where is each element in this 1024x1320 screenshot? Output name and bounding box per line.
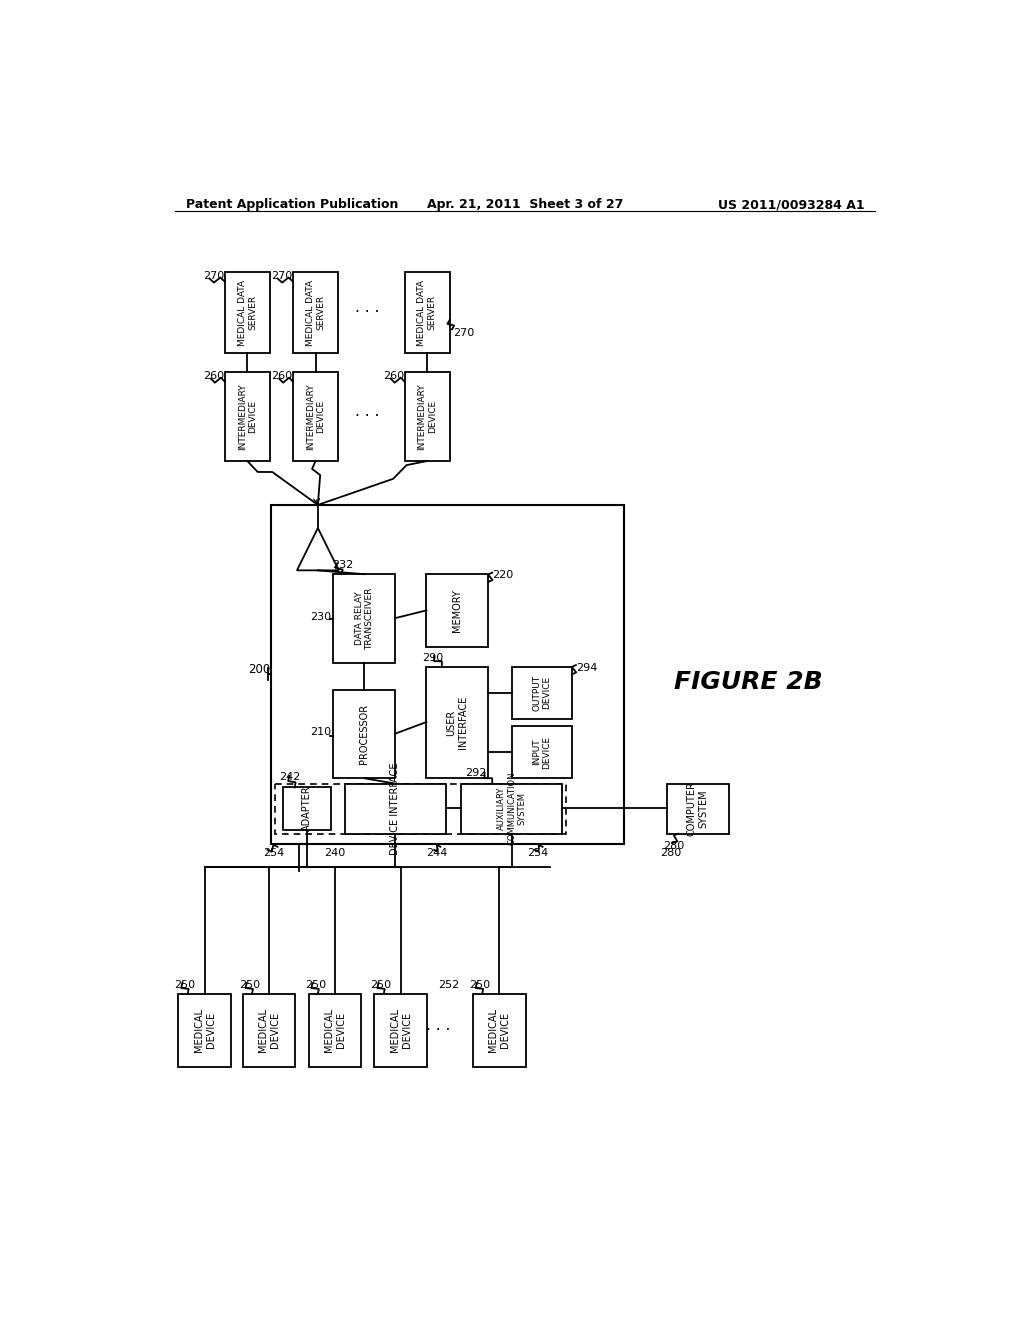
- Text: US 2011/0093284 A1: US 2011/0093284 A1: [718, 198, 864, 211]
- Text: 292: 292: [465, 768, 486, 779]
- Bar: [345, 784, 445, 834]
- Text: 270: 270: [453, 327, 474, 338]
- Text: 244: 244: [426, 847, 447, 858]
- Bar: [426, 574, 488, 647]
- Text: MEMORY: MEMORY: [453, 589, 463, 632]
- Text: INTERMEDIARY
DEVICE: INTERMEDIARY DEVICE: [306, 383, 326, 450]
- Text: · · ·: · · ·: [426, 1023, 451, 1038]
- Text: 250: 250: [469, 979, 490, 990]
- Bar: [473, 994, 525, 1067]
- Text: MEDICAL
DEVICE: MEDICAL DEVICE: [390, 1008, 412, 1052]
- Text: ADAPTER: ADAPTER: [302, 785, 312, 832]
- Text: 252: 252: [438, 979, 459, 990]
- Text: 254: 254: [263, 847, 285, 858]
- Text: · · ·: · · ·: [354, 409, 379, 424]
- Text: DATA RELAY
TRANSCEIVER: DATA RELAY TRANSCEIVER: [354, 587, 374, 649]
- Text: 250: 250: [239, 979, 260, 990]
- Bar: [178, 994, 231, 1067]
- Text: MEDICAL
DEVICE: MEDICAL DEVICE: [258, 1008, 280, 1052]
- Bar: [512, 726, 572, 779]
- Text: 270: 270: [203, 271, 224, 281]
- Text: 280: 280: [660, 847, 682, 858]
- Bar: [426, 667, 488, 779]
- Text: 270: 270: [271, 271, 293, 281]
- Bar: [334, 574, 395, 663]
- Bar: [225, 372, 270, 461]
- Bar: [283, 788, 331, 830]
- Bar: [293, 372, 338, 461]
- Text: AUXILIARY
COMMUNICATION
SYSTEM: AUXILIARY COMMUNICATION SYSTEM: [497, 772, 526, 845]
- Text: INTERMEDIARY
DEVICE: INTERMEDIARY DEVICE: [238, 383, 257, 450]
- Text: · · ·: · · ·: [354, 305, 379, 319]
- Bar: [667, 784, 729, 834]
- Bar: [375, 994, 427, 1067]
- Text: Patent Application Publication: Patent Application Publication: [186, 198, 398, 211]
- Text: 260: 260: [383, 371, 404, 381]
- Text: 290: 290: [423, 653, 443, 663]
- Bar: [308, 994, 361, 1067]
- Text: 250: 250: [371, 979, 392, 990]
- Text: 220: 220: [493, 570, 513, 581]
- Text: 210: 210: [310, 727, 331, 737]
- Text: 250: 250: [174, 979, 196, 990]
- Bar: [404, 372, 450, 461]
- Bar: [293, 272, 338, 354]
- Text: 242: 242: [280, 772, 300, 781]
- Text: MEDICAL
DEVICE: MEDICAL DEVICE: [194, 1008, 215, 1052]
- Bar: [404, 272, 450, 354]
- Text: MEDICAL
DEVICE: MEDICAL DEVICE: [325, 1008, 346, 1052]
- Text: 200: 200: [248, 663, 270, 676]
- Text: MEDICAL
DEVICE: MEDICAL DEVICE: [488, 1008, 510, 1052]
- Text: DEVICE INTERFACE: DEVICE INTERFACE: [390, 763, 400, 855]
- Text: 294: 294: [575, 663, 597, 673]
- Text: OUTPUT
DEVICE: OUTPUT DEVICE: [532, 675, 552, 711]
- Bar: [512, 667, 572, 719]
- Text: 260: 260: [203, 371, 224, 381]
- Text: 254: 254: [527, 847, 549, 858]
- Text: FIGURE 2B: FIGURE 2B: [674, 671, 822, 694]
- Text: USER
INTERFACE: USER INTERFACE: [446, 696, 468, 748]
- Text: 232: 232: [332, 560, 353, 570]
- Text: 250: 250: [305, 979, 326, 990]
- Bar: [334, 689, 395, 779]
- Bar: [275, 784, 566, 834]
- Text: 260: 260: [271, 371, 293, 381]
- Text: MEDICAL DATA
SERVER: MEDICAL DATA SERVER: [306, 280, 326, 346]
- Text: MEDICAL DATA
SERVER: MEDICAL DATA SERVER: [238, 280, 257, 346]
- Text: Apr. 21, 2011  Sheet 3 of 27: Apr. 21, 2011 Sheet 3 of 27: [427, 198, 623, 211]
- Text: INTERMEDIARY
DEVICE: INTERMEDIARY DEVICE: [418, 383, 437, 450]
- Text: 230: 230: [310, 611, 331, 622]
- Text: 240: 240: [324, 847, 345, 858]
- Bar: [225, 272, 270, 354]
- Text: 280: 280: [663, 841, 684, 851]
- Text: PROCESSOR: PROCESSOR: [359, 704, 370, 764]
- Bar: [271, 506, 624, 843]
- Text: COMPUTER
SYSTEM: COMPUTER SYSTEM: [687, 781, 709, 836]
- Bar: [461, 784, 562, 834]
- Bar: [243, 994, 295, 1067]
- Text: MEDICAL DATA
SERVER: MEDICAL DATA SERVER: [418, 280, 437, 346]
- Text: INPUT
DEVICE: INPUT DEVICE: [532, 735, 552, 768]
